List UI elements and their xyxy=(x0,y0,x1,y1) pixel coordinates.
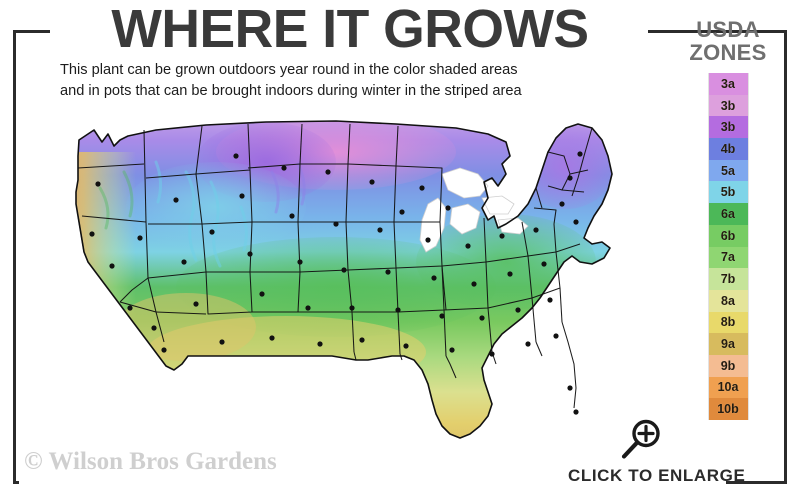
legend-swatch-7b: 7b xyxy=(708,268,748,290)
hardiness-zone-map[interactable] xyxy=(36,112,656,462)
legend-swatch-8b: 8b xyxy=(708,311,748,334)
frame-border-bottom-left xyxy=(13,481,19,484)
map-svg xyxy=(75,120,613,439)
legend-swatch-5a: 5a xyxy=(708,159,748,182)
legend-swatch-3b: 3b xyxy=(708,94,748,117)
magnifier-plus-icon[interactable] xyxy=(618,418,664,462)
legend-swatch-10a: 10a xyxy=(708,376,748,399)
legend-swatch-3b: 3b xyxy=(708,116,748,139)
subtitle-line-1: This plant can be grown outdoors year ro… xyxy=(60,62,518,78)
page-title: WHERE IT GROWS xyxy=(111,0,589,59)
usda-zones-legend: USDA ZONES 3a 3b 3b 4b 5a 5b 6a 6b 7a 7b 8a 8b 9a 9b 1… xyxy=(676,18,780,420)
country-outline xyxy=(75,120,613,439)
subtitle: This plant can be grown outdoors year ro… xyxy=(60,60,660,101)
legend-swatch-10b: 10b xyxy=(708,398,748,420)
legend-swatch-5b: 5b xyxy=(708,181,748,204)
legend-title-line-2: ZONES xyxy=(689,40,767,65)
legend-title-line-1: USDA xyxy=(696,17,760,42)
legend-swatch-8a: 8a xyxy=(708,289,748,312)
frame-border-top-left xyxy=(13,30,50,33)
legend-swatch-7a: 7a xyxy=(708,246,748,269)
subtitle-line-2: and in pots that can be brought indoors … xyxy=(60,82,522,99)
frame-border-right xyxy=(784,30,787,484)
legend-swatch-9b: 9b xyxy=(708,354,748,377)
city-dots xyxy=(89,151,583,415)
legend-swatch-6a: 6a xyxy=(708,203,748,225)
legend-swatch-3a: 3a xyxy=(708,73,748,95)
frame-border-top-right xyxy=(648,30,787,33)
state-boundaries xyxy=(77,123,593,409)
legend-title: USDA ZONES xyxy=(676,18,780,64)
legend-swatch-9a: 9a xyxy=(708,333,748,355)
legend-swatch-6b: 6b xyxy=(708,224,748,247)
legend-swatch-4b: 4b xyxy=(708,138,748,160)
frame-border-bottom-right xyxy=(726,481,787,484)
frame-border-left xyxy=(13,30,16,484)
watermark: © Wilson Bros Gardens xyxy=(24,448,277,475)
legend-swatch-list: 3a 3b 3b 4b 5a 5b 6a 6b 7a 7b 8a 8b 9a 9b 10a 10b xyxy=(707,73,749,420)
click-to-enlarge-label[interactable]: CLICK TO ENLARGE xyxy=(568,466,746,485)
